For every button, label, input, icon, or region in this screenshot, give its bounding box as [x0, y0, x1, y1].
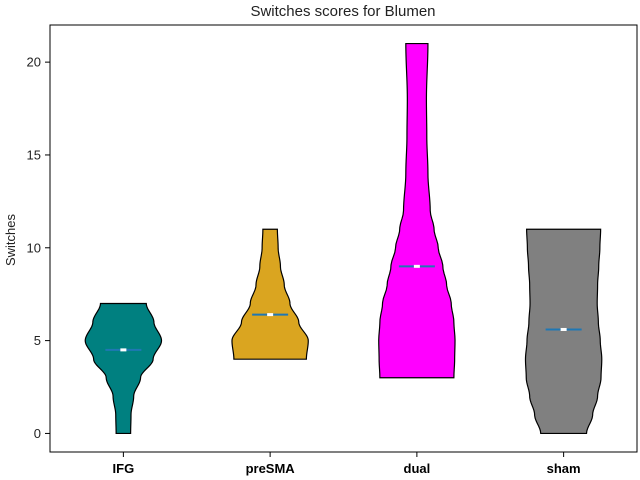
x-tick-label: IFG — [113, 461, 135, 476]
y-tick-label: 0 — [34, 426, 41, 441]
y-tick-label: 15 — [27, 147, 41, 162]
x-tick-label: sham — [547, 461, 581, 476]
violin-preSMA — [231, 228, 309, 360]
y-tick-label: 10 — [27, 240, 41, 255]
plot-frame — [49, 24, 638, 453]
mean-marker-preSMA — [267, 313, 274, 317]
violin-dual — [378, 42, 456, 379]
mean-marker-dual — [413, 264, 420, 268]
mean-marker-sham — [560, 327, 567, 331]
y-tick-label: 5 — [34, 333, 41, 348]
plot-area: 0 5 10 15 20 IFG preSMA dual sham — [27, 42, 603, 476]
mean-marker-IFG — [120, 348, 127, 352]
x-tick-label: preSMA — [246, 461, 296, 476]
y-axis-label: Switches — [3, 213, 18, 266]
y-tick-label: 20 — [27, 55, 41, 70]
chart-title: Switches scores for Blumen — [250, 3, 435, 20]
violin-sham — [524, 228, 603, 435]
violin-IFG — [84, 302, 163, 435]
x-tick-label: dual — [404, 461, 431, 476]
